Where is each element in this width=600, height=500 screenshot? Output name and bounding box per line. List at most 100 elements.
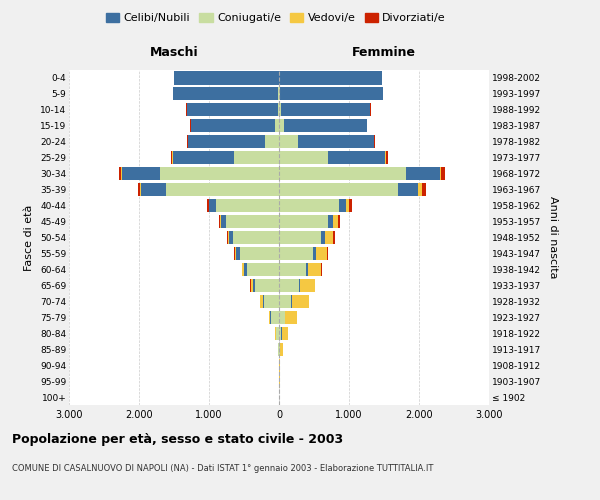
Bar [228,231,229,244]
Bar [278,342,279,355]
Bar [219,215,220,228]
Bar [269,310,271,324]
Bar [385,151,386,164]
Bar [279,295,291,308]
Bar [271,310,279,324]
Bar [279,215,328,228]
Bar [265,135,279,148]
Bar [253,279,255,292]
Bar [308,263,322,276]
Bar [233,231,279,244]
Bar [313,247,316,260]
Bar [260,295,263,308]
Bar [279,199,339,212]
Bar [160,167,279,180]
Y-axis label: Fasce di età: Fasce di età [25,204,34,270]
Bar [279,167,406,180]
Bar [279,310,284,324]
Bar [279,88,280,101]
Bar [206,199,209,212]
Bar [299,279,300,292]
Bar [119,167,121,180]
Bar [328,151,385,164]
Bar [346,199,349,212]
Text: Popolazione per età, sesso e stato civile - 2003: Popolazione per età, sesso e stato civil… [12,432,343,446]
Bar [374,135,375,148]
Bar [333,231,335,244]
Bar [255,279,279,292]
Bar [422,183,425,196]
Bar [280,72,382,85]
Y-axis label: Anni di nascita: Anni di nascita [548,196,558,279]
Bar [307,263,308,276]
Bar [298,135,373,148]
Bar [173,151,233,164]
Bar [275,120,279,132]
Bar [349,199,352,212]
Bar [229,231,233,244]
Bar [121,167,160,180]
Bar [279,326,281,340]
Bar [325,231,333,244]
Bar [279,247,313,260]
Bar [137,183,140,196]
Bar [226,215,279,228]
Bar [286,310,296,324]
Text: Maschi: Maschi [149,46,199,59]
Bar [140,183,141,196]
Bar [235,247,236,260]
Bar [188,135,265,148]
Bar [221,215,226,228]
Bar [244,263,247,276]
Bar [278,104,279,117]
Bar [209,199,216,212]
Bar [173,72,278,85]
Bar [316,247,327,260]
Bar [279,104,281,117]
Bar [247,263,279,276]
Bar [279,183,398,196]
Bar [166,183,279,196]
Bar [279,151,328,164]
Bar [279,231,321,244]
Bar [242,263,244,276]
Bar [279,135,298,148]
Bar [418,183,422,196]
Bar [216,199,279,212]
Bar [173,88,278,101]
Bar [321,231,325,244]
Bar [279,358,280,372]
Bar [263,295,265,308]
Bar [141,183,166,196]
Bar [292,295,309,308]
Bar [300,279,315,292]
Bar [171,151,172,164]
Bar [332,215,338,228]
Bar [338,215,340,228]
Bar [327,247,328,260]
Bar [284,120,367,132]
Bar [240,247,279,260]
Bar [236,247,240,260]
Bar [386,151,388,164]
Bar [284,310,286,324]
Bar [281,104,370,117]
Bar [440,167,442,180]
Bar [291,295,292,308]
Bar [265,295,279,308]
Bar [328,215,332,228]
Bar [276,326,279,340]
Bar [251,279,253,292]
Bar [406,167,440,180]
Bar [398,183,418,196]
Bar [278,88,279,101]
Bar [227,231,228,244]
Bar [339,199,346,212]
Bar [279,279,299,292]
Bar [191,120,275,132]
Bar [234,247,235,260]
Text: COMUNE DI CASALNUOVO DI NAPOLI (NA) - Dati ISTAT 1° gennaio 2003 - Elaborazione : COMUNE DI CASALNUOVO DI NAPOLI (NA) - Da… [12,464,433,473]
Text: Femmine: Femmine [352,46,416,59]
Bar [281,326,288,340]
Bar [280,342,283,355]
